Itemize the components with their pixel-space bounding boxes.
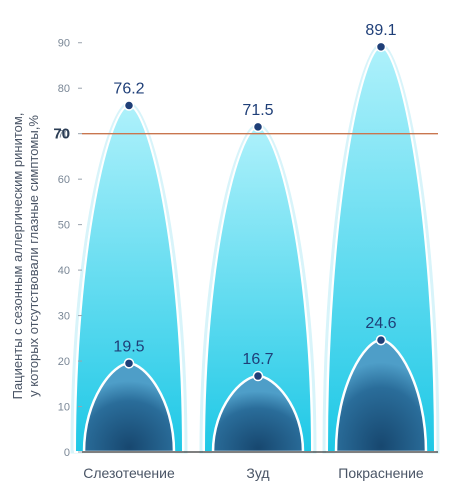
labels-layer: 76.2 71.5 89.1 19.5 16.7 24.6 Слезотечение Зуд П…	[10, 22, 424, 481]
inner-marker	[123, 358, 135, 369]
y-tick-label: 10	[58, 402, 70, 414]
x-category-label: Слезотечение	[83, 465, 175, 481]
inner-data-label: 16.7	[242, 351, 273, 368]
y-tick-label: 60	[58, 174, 70, 186]
y-axis-title-line: Пациенты с сезонным аллергическим ринито…	[10, 113, 25, 400]
y-tick-label: 70	[58, 129, 70, 141]
reference-line-label: 70	[53, 126, 70, 143]
inner-data-label: 19.5	[113, 338, 144, 355]
outer-data-label: 71.5	[242, 102, 273, 119]
y-tick-label: 20	[58, 356, 70, 368]
y-tick-label: 90	[58, 38, 70, 50]
x-category-label: Покраснение	[338, 465, 424, 481]
y-tick-label: 80	[58, 83, 70, 95]
y-axis-title-line: у которых отсутствовали глазные симптомы…	[26, 115, 41, 397]
inner-marker	[375, 334, 387, 346]
inner-marker	[252, 370, 264, 382]
x-category-label: Зуд	[246, 465, 269, 481]
y-tick-label: 0	[64, 447, 70, 459]
y-tick-label: 30	[58, 311, 70, 323]
outer-data-label: 76.2	[113, 80, 144, 97]
outer-marker	[375, 41, 387, 53]
outer-data-label: 89.1	[365, 22, 396, 39]
outer-marker	[252, 121, 264, 133]
inner-data-label: 24.6	[365, 315, 396, 332]
y-tick-label: 40	[58, 265, 70, 277]
outer-marker	[123, 100, 135, 111]
y-tick-label: 50	[58, 220, 70, 232]
bars-layer	[70, 43, 440, 454]
y-axis-title: Пациенты с сезонным аллергическим ринито…	[10, 113, 41, 400]
